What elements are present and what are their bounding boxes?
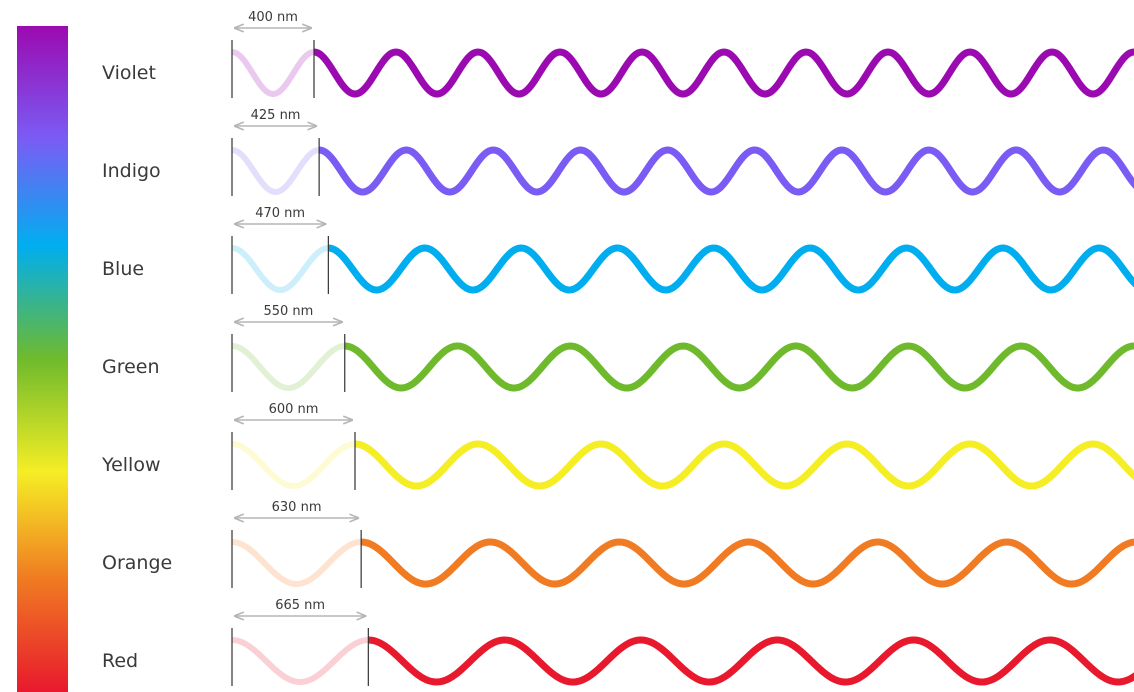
wave-faded-period-yellow	[231, 441, 356, 489]
color-label-orange: Orange	[102, 552, 173, 574]
wavelength-label-orange: 630 nm	[272, 500, 322, 515]
wave-line-orange	[360, 538, 1134, 588]
wave-row-indigo: 425 nm	[231, 108, 1134, 196]
wave-row-yellow: 600 nm	[231, 402, 1134, 490]
wave-row-green: 550 nm	[231, 304, 1134, 392]
color-label-yellow: Yellow	[102, 454, 161, 476]
wave-faded-period-violet	[231, 49, 315, 97]
color-label-green: Green	[102, 356, 160, 378]
wave-faded-period-blue	[231, 245, 329, 294]
wave-faded-period-red	[231, 637, 369, 686]
wave-faded-period-green	[231, 343, 345, 392]
wavelength-label-indigo: 425 nm	[251, 108, 301, 123]
wave-line-red	[368, 636, 1134, 686]
wave-row-orange: 630 nm	[231, 500, 1134, 588]
wave-row-blue: 470 nm	[231, 206, 1134, 294]
wave-line-blue	[328, 244, 1134, 294]
wavelength-label-violet: 400 nm	[248, 10, 298, 25]
wave-faded-period-orange	[231, 539, 362, 587]
wave-line-violet	[313, 48, 1134, 98]
color-label-blue: Blue	[102, 258, 145, 280]
wavelength-label-red: 665 nm	[275, 598, 325, 613]
color-label-violet: Violet	[102, 62, 156, 84]
wavelength-label-blue: 470 nm	[255, 206, 305, 221]
color-label-red: Red	[102, 650, 139, 672]
wave-line-yellow	[354, 440, 1134, 490]
spectrum-gradient-bar	[17, 26, 68, 692]
wave-line-green	[344, 342, 1134, 392]
wave-faded-period-indigo	[231, 147, 320, 196]
wave-row-red: 665 nm	[231, 598, 1134, 686]
wavelength-label-yellow: 600 nm	[269, 402, 319, 417]
color-label-indigo: Indigo	[102, 160, 161, 182]
wave-row-violet: 400 nm	[231, 10, 1134, 98]
wavelength-label-green: 550 nm	[263, 304, 313, 319]
wave-line-indigo	[318, 146, 1134, 196]
